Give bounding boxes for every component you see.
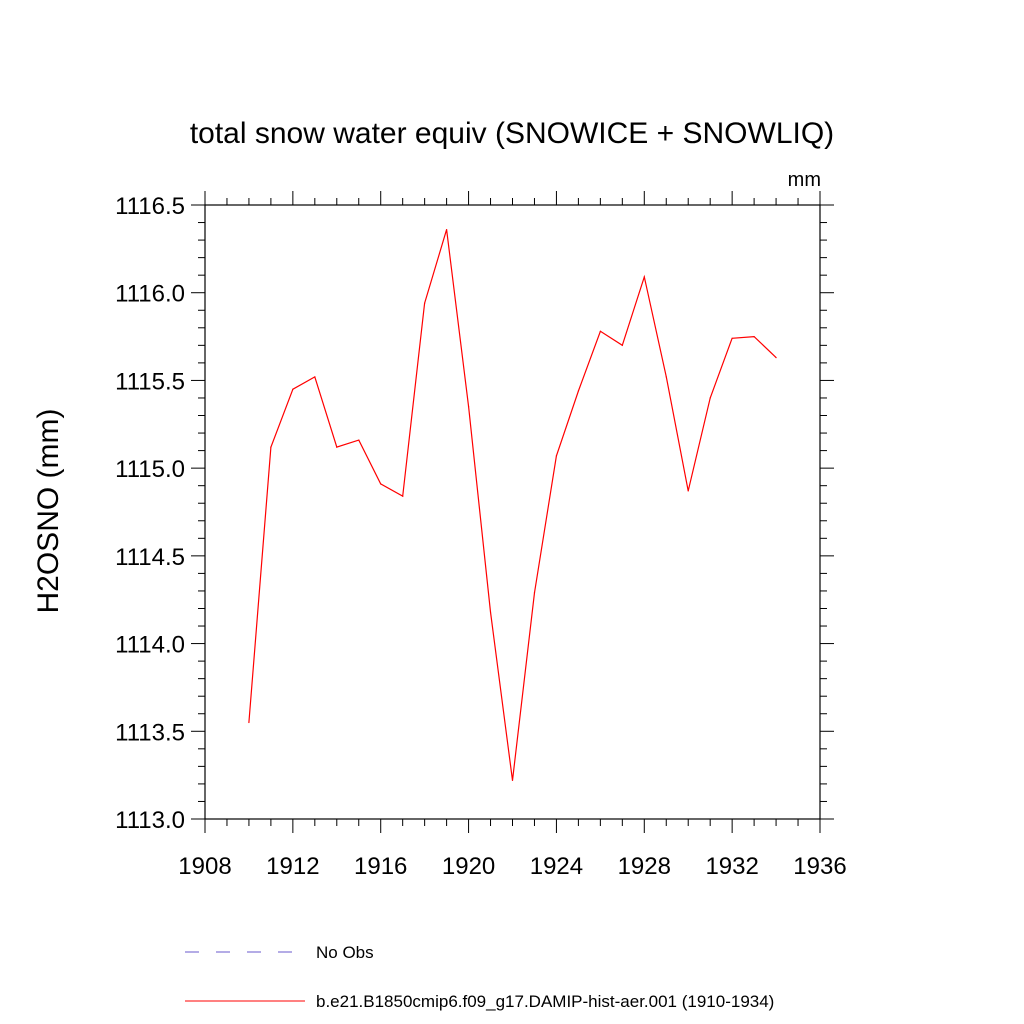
axis-ticks: 1908 1912 1916 1920 1924 1928 1932 1936 1113.0 11… xyxy=(115,191,847,880)
y-tick-label: 1115.5 xyxy=(115,368,185,395)
y-tick-label: 1115.0 xyxy=(115,456,185,483)
x-tick-label: 1916 xyxy=(354,853,407,880)
y-tick-label: 1114.5 xyxy=(115,544,185,571)
data-point xyxy=(467,406,470,408)
data-point xyxy=(489,611,492,613)
y-tick-label: 1114.0 xyxy=(115,632,185,659)
series-line xyxy=(248,229,777,781)
y-tick-label: 1113.5 xyxy=(115,719,185,746)
data-point xyxy=(336,446,338,448)
data-point xyxy=(424,302,426,304)
data-point xyxy=(270,446,272,448)
data-point xyxy=(643,276,645,278)
legend-label: b.e21.B1850cmip6.f09_g17.DAMIP-hist-aer.… xyxy=(316,992,774,1011)
data-point xyxy=(753,335,755,338)
x-tick-label: 1908 xyxy=(178,853,231,880)
legend-label: No Obs xyxy=(316,943,374,962)
legend: No Obs b.e21.B1850cmip6.f09_g17.DAMIP-his… xyxy=(185,943,774,1011)
data-point xyxy=(511,779,514,782)
data-point xyxy=(775,357,777,359)
data-point xyxy=(402,495,404,497)
data-point xyxy=(358,439,360,441)
units-label: mm xyxy=(788,169,821,191)
x-tick-label: 1924 xyxy=(530,853,583,880)
x-tick-label: 1932 xyxy=(705,853,758,880)
data-point xyxy=(533,592,536,594)
y-tick-label: 1116.5 xyxy=(115,193,185,220)
data-point xyxy=(731,337,733,339)
chart-title: total snow water equiv (SNOWICE + SNOWLI… xyxy=(190,117,834,150)
x-tick-label: 1936 xyxy=(793,853,846,880)
y-tick-label: 1113.0 xyxy=(115,807,185,834)
y-tick-label: 1116.0 xyxy=(115,281,185,308)
data-point xyxy=(446,228,448,231)
data-point xyxy=(599,330,601,332)
data-point xyxy=(555,455,558,457)
x-tick-label: 1912 xyxy=(266,853,319,880)
plot-frame xyxy=(204,204,821,820)
data-point xyxy=(709,397,711,399)
data-point xyxy=(621,344,623,346)
data-point xyxy=(687,490,689,492)
series-group xyxy=(248,228,777,782)
data-point xyxy=(577,390,579,392)
data-point xyxy=(380,483,382,485)
data-point xyxy=(314,376,316,378)
data-point xyxy=(292,388,294,390)
x-tick-label: 1920 xyxy=(442,853,495,880)
data-point xyxy=(665,376,667,378)
x-tick-label: 1928 xyxy=(618,853,671,880)
data-point xyxy=(248,721,250,724)
y-axis-title: H2OSNO (mm) xyxy=(32,409,65,614)
